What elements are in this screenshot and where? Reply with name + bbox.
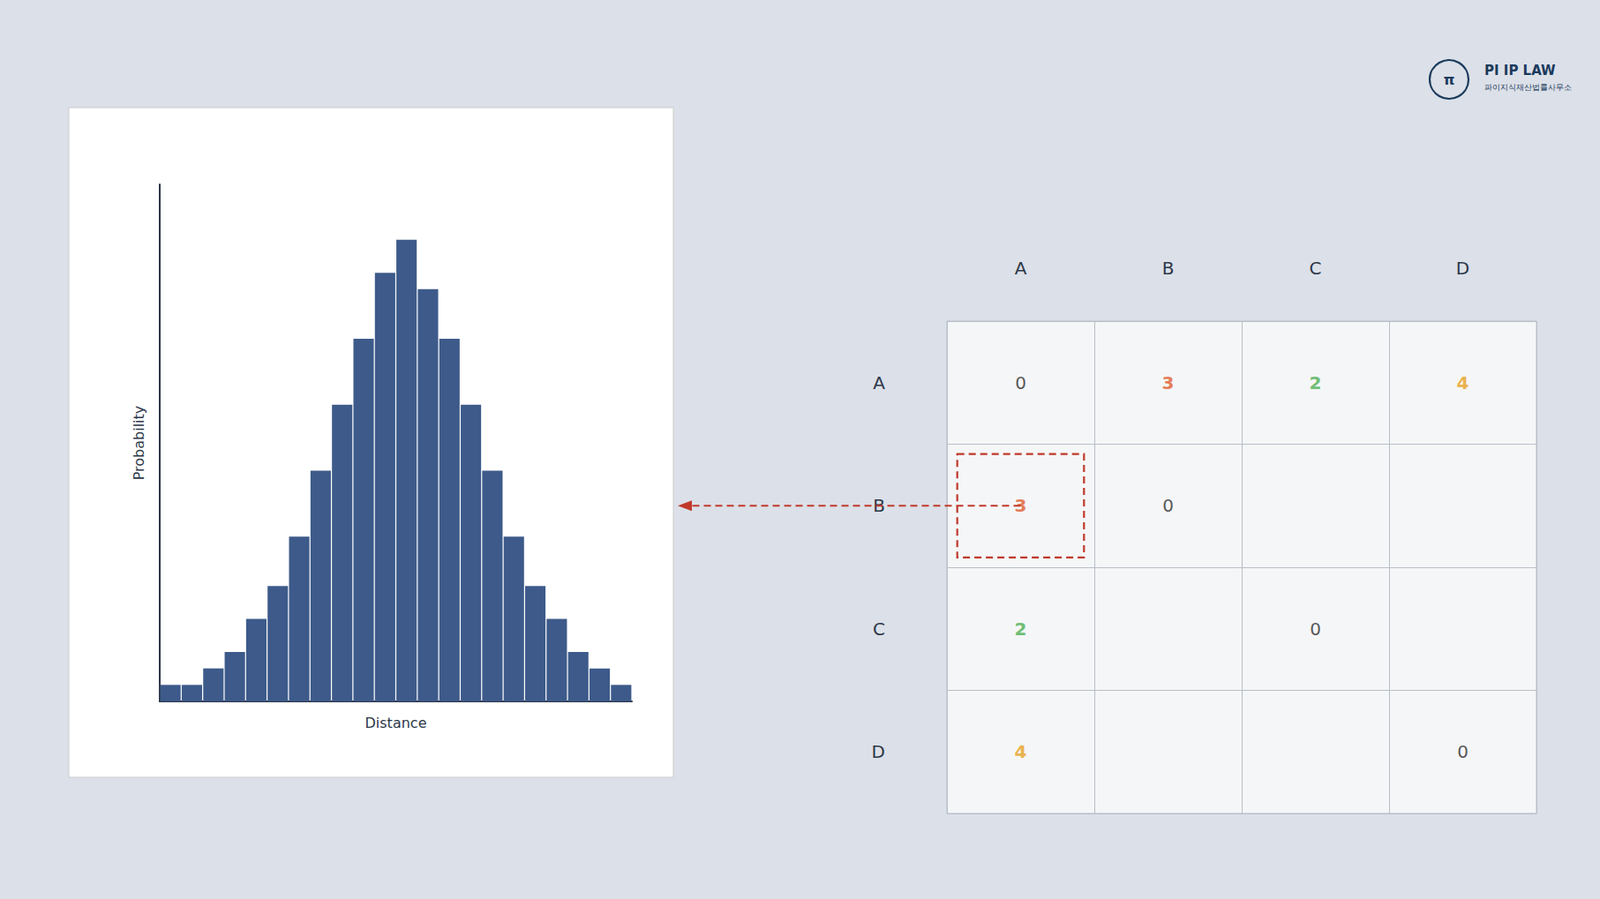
svg-text:파이지식재산법률사무소: 파이지식재산법률사무소 — [1484, 82, 1572, 92]
svg-text:C: C — [1309, 257, 1323, 279]
svg-text:0: 0 — [1457, 741, 1469, 763]
svg-text:B: B — [873, 495, 886, 517]
svg-text:2: 2 — [1014, 618, 1028, 640]
svg-text:0: 0 — [1014, 372, 1027, 394]
svg-text:Distance: Distance — [365, 714, 428, 732]
svg-text:0: 0 — [1309, 618, 1322, 640]
svg-text:3: 3 — [1162, 372, 1175, 394]
svg-text:Probability: Probability — [130, 405, 148, 481]
svg-text:D: D — [871, 741, 886, 763]
svg-text:C: C — [872, 618, 886, 640]
svg-text:D: D — [1456, 257, 1470, 279]
svg-text:0: 0 — [1162, 495, 1174, 517]
svg-text:A: A — [1014, 257, 1028, 279]
svg-text:4: 4 — [1014, 741, 1028, 763]
svg-text:PI IP LAW: PI IP LAW — [1484, 62, 1556, 79]
svg-text:3: 3 — [1014, 495, 1027, 517]
svg-text:π: π — [1443, 71, 1456, 89]
svg-text:B: B — [1162, 257, 1175, 279]
svg-text:4: 4 — [1457, 372, 1470, 394]
svg-text:2: 2 — [1309, 372, 1323, 394]
svg-text:A: A — [872, 372, 886, 394]
